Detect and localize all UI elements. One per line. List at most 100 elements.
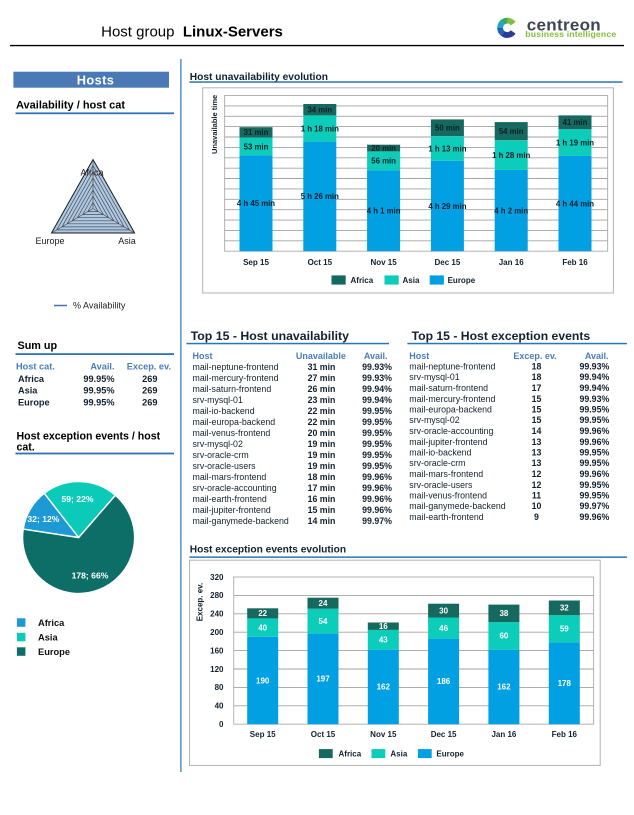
svg-text:Europe: Europe — [35, 236, 64, 246]
svg-text:99.95%: 99.95% — [579, 415, 609, 425]
svg-text:160: 160 — [210, 646, 224, 655]
svg-text:54: 54 — [319, 617, 328, 626]
svg-text:18: 18 — [532, 372, 542, 382]
svg-text:Africa: Africa — [18, 374, 45, 384]
svg-text:197: 197 — [316, 675, 330, 684]
svg-text:Europe: Europe — [38, 647, 70, 657]
svg-text:178: 178 — [558, 679, 572, 688]
svg-text:99.95%: 99.95% — [579, 448, 609, 458]
svg-text:31 min: 31 min — [244, 128, 269, 137]
svg-text:99.93%: 99.93% — [362, 362, 392, 372]
svg-text:Nov 15: Nov 15 — [370, 730, 397, 739]
svg-text:Asia: Asia — [38, 632, 58, 642]
svg-text:Host exception events / host: Host exception events / host — [17, 431, 161, 443]
svg-text:23 min: 23 min — [308, 395, 336, 405]
svg-text:Jan 16: Jan 16 — [491, 730, 516, 739]
svg-text:54 min: 54 min — [499, 127, 524, 136]
svg-text:99.96%: 99.96% — [579, 512, 609, 522]
svg-text:Dec 15: Dec 15 — [431, 730, 457, 739]
svg-text:280: 280 — [210, 591, 224, 600]
svg-text:99.96%: 99.96% — [362, 483, 392, 493]
svg-text:Host cat.: Host cat. — [16, 362, 55, 372]
svg-text:99.97%: 99.97% — [579, 501, 609, 511]
svg-text:Availability / host cat: Availability / host cat — [16, 100, 125, 112]
svg-text:14 min: 14 min — [308, 516, 336, 526]
svg-text:4 h 45 min: 4 h 45 min — [237, 199, 275, 208]
svg-text:99.95%: 99.95% — [83, 386, 114, 396]
svg-text:Excep. ev.: Excep. ev. — [196, 583, 205, 622]
svg-text:162: 162 — [497, 683, 511, 692]
svg-text:240: 240 — [210, 610, 224, 619]
svg-text:80: 80 — [215, 683, 224, 692]
svg-text:99.96%: 99.96% — [579, 426, 609, 436]
svg-text:99.95%: 99.95% — [579, 480, 609, 490]
svg-text:18: 18 — [532, 362, 542, 372]
svg-text:Jan 16: Jan 16 — [499, 258, 524, 267]
svg-text:Feb 16: Feb 16 — [562, 258, 588, 267]
svg-text:200: 200 — [210, 628, 224, 637]
svg-text:mail-saturn-frontend: mail-saturn-frontend — [193, 384, 272, 394]
svg-text:13: 13 — [532, 448, 542, 458]
svg-text:99.95%: 99.95% — [362, 406, 392, 416]
svg-text:Europe: Europe — [448, 276, 476, 285]
svg-text:1 h 18 min: 1 h 18 min — [301, 124, 339, 133]
svg-text:13: 13 — [532, 458, 542, 468]
svg-text:business intelligence: business intelligence — [525, 29, 616, 39]
svg-text:17 min: 17 min — [308, 483, 336, 493]
svg-text:Avail.: Avail. — [585, 351, 609, 361]
svg-text:24: 24 — [319, 599, 328, 608]
svg-text:Host: Host — [409, 351, 429, 361]
svg-text:Excep. ev.: Excep. ev. — [127, 362, 171, 372]
svg-text:12: 12 — [532, 480, 542, 490]
svg-text:11: 11 — [532, 491, 541, 501]
svg-text:99.93%: 99.93% — [579, 362, 609, 372]
svg-text:40: 40 — [258, 623, 267, 632]
svg-text:99.95%: 99.95% — [83, 397, 114, 407]
svg-text:19 min: 19 min — [308, 461, 336, 471]
svg-text:Hosts: Hosts — [77, 72, 115, 87]
svg-text:18 min: 18 min — [308, 472, 336, 482]
svg-text:20 min: 20 min — [371, 144, 396, 153]
svg-text:99.93%: 99.93% — [579, 394, 609, 404]
svg-text:99.95%: 99.95% — [83, 374, 114, 384]
svg-text:99.95%: 99.95% — [579, 491, 609, 501]
svg-text:mail-venus-frontend: mail-venus-frontend — [193, 428, 271, 438]
svg-text:mail-io-backend: mail-io-backend — [193, 406, 255, 416]
svg-text:15: 15 — [532, 394, 542, 404]
svg-text:60: 60 — [499, 632, 508, 641]
svg-text:5 h 26 min: 5 h 26 min — [301, 192, 339, 201]
svg-text:19 min: 19 min — [308, 450, 336, 460]
svg-text:99.94%: 99.94% — [362, 395, 392, 405]
svg-text:40: 40 — [215, 702, 224, 711]
svg-text:41 min: 41 min — [563, 118, 588, 127]
svg-text:Sep 15: Sep 15 — [243, 258, 269, 267]
svg-text:56 min: 56 min — [371, 157, 396, 166]
svg-text:15: 15 — [532, 415, 542, 425]
svg-text:Sum up: Sum up — [18, 340, 58, 352]
svg-text:Africa: Africa — [351, 276, 374, 285]
svg-text:32; 12%: 32; 12% — [27, 514, 59, 524]
svg-text:% Availability: % Availability — [73, 301, 126, 311]
svg-text:59: 59 — [560, 625, 569, 634]
svg-text:1 h 28 min: 1 h 28 min — [492, 151, 530, 160]
svg-text:99.95%: 99.95% — [579, 405, 609, 415]
svg-text:mail-mercury-frontend: mail-mercury-frontend — [409, 394, 495, 404]
svg-text:4 h 29 min: 4 h 29 min — [428, 202, 466, 211]
svg-text:mail-earth-frontend: mail-earth-frontend — [193, 494, 267, 504]
svg-text:mail-venus-frontend: mail-venus-frontend — [409, 491, 487, 501]
svg-text:4 h 1 min: 4 h 1 min — [367, 207, 401, 216]
svg-text:22 min: 22 min — [308, 417, 336, 427]
svg-text:Unavailable: Unavailable — [296, 351, 346, 361]
svg-text:99.95%: 99.95% — [362, 417, 392, 427]
svg-text:Asia: Asia — [18, 386, 38, 396]
svg-text:99.97%: 99.97% — [362, 516, 392, 526]
svg-text:99.94%: 99.94% — [579, 383, 609, 393]
svg-text:27 min: 27 min — [308, 373, 336, 383]
svg-text:srv-mysql-02: srv-mysql-02 — [409, 415, 459, 425]
svg-text:mail-europa-backend: mail-europa-backend — [193, 417, 276, 427]
svg-text:mail-neptune-frontend: mail-neptune-frontend — [409, 362, 495, 372]
svg-text:Africa: Africa — [339, 750, 362, 759]
svg-text:cat.: cat. — [17, 441, 35, 453]
svg-text:17: 17 — [532, 383, 542, 393]
svg-text:15 min: 15 min — [308, 505, 336, 515]
